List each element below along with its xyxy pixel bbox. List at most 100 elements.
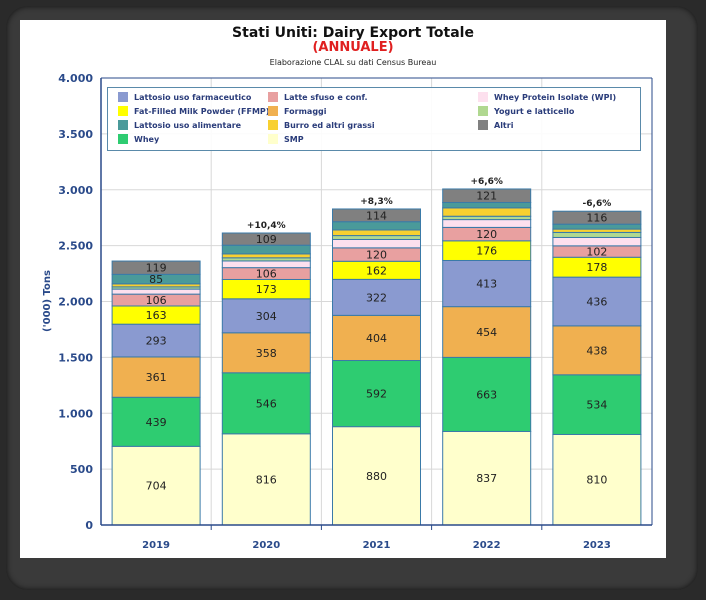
legend-swatch	[268, 120, 278, 130]
data-label: 293	[146, 335, 167, 348]
legend-item: Fat-Filled Milk Powder (FFMP)	[118, 106, 269, 116]
data-label: 162	[366, 264, 387, 277]
legend-item: Yogurt e latticello	[478, 106, 574, 116]
bar-segment	[111, 323, 201, 358]
y-tick-label: 3.500	[58, 128, 93, 141]
bar-segment	[111, 288, 201, 295]
y-tick-label: 1.500	[58, 351, 93, 364]
bar-segment	[221, 244, 311, 255]
bar-segment	[552, 374, 642, 435]
legend-item: Formaggi	[268, 106, 327, 116]
bar-segment	[221, 253, 311, 259]
data-label: 176	[476, 245, 497, 258]
data-label: 534	[586, 399, 607, 412]
data-label: 592	[366, 388, 387, 401]
legend-swatch	[478, 106, 488, 116]
legend-item: Altri	[478, 120, 513, 130]
chart-title: Stati Uniti: Dairy Export Totale	[232, 25, 474, 41]
growth-annotation: -6,6%	[583, 199, 612, 209]
bar-segment	[221, 298, 311, 334]
data-label: 810	[586, 474, 607, 487]
data-label: 404	[366, 332, 387, 345]
data-label: 438	[586, 344, 607, 357]
legend-swatch	[268, 106, 278, 116]
bar-segment	[332, 238, 421, 249]
x-tick-label: 2022	[473, 540, 501, 551]
data-label: 816	[256, 473, 277, 486]
legend-swatch	[268, 92, 278, 102]
bar-segment	[111, 356, 201, 398]
bar-segment	[552, 210, 642, 225]
y-tick-label: 2.500	[58, 240, 93, 253]
growth-annotation: +6,6%	[470, 177, 503, 187]
bar-segment	[442, 215, 532, 221]
data-label: 120	[476, 228, 497, 241]
chart-legend: Lattosio uso farmaceutico Latte sfuso e c…	[107, 87, 641, 151]
data-label: 546	[256, 397, 277, 410]
data-label: 704	[146, 480, 167, 493]
bar-segment	[552, 231, 642, 238]
data-label: 102	[586, 246, 607, 259]
data-label: 106	[256, 268, 277, 281]
data-label: 163	[146, 309, 167, 322]
legend-label: Formaggi	[284, 106, 327, 116]
data-label: 436	[586, 296, 607, 309]
bar-segment	[442, 219, 532, 228]
data-label: 106	[146, 294, 167, 307]
bar-segment	[552, 276, 642, 327]
y-tick-label: 3.000	[58, 184, 93, 197]
legend-item: Lattosio uso alimentare	[118, 120, 241, 130]
legend-label: Altri	[494, 120, 514, 130]
chart-source-note: Elaborazione CLAL su dati Census Bureau	[269, 58, 437, 67]
data-label: 322	[366, 291, 387, 304]
legend-swatch	[478, 120, 488, 130]
legend-label: Lattosio uso farmaceutico	[134, 92, 252, 102]
y-axis-label: ('000) Tons	[42, 270, 53, 332]
bar-segment	[332, 426, 421, 526]
bar-segment	[111, 445, 201, 526]
legend-swatch	[478, 92, 488, 102]
legend-label: Lattosio uso alimentare	[134, 120, 242, 130]
data-label: 304	[256, 310, 277, 323]
bar-segment	[552, 236, 642, 247]
bar-segment	[111, 260, 201, 275]
legend-label: SMP	[284, 134, 304, 144]
data-label: 454	[476, 326, 497, 339]
data-label: 413	[476, 278, 497, 291]
growth-annotation: +8,3%	[360, 197, 393, 207]
legend-item: SMP	[268, 134, 304, 144]
x-tick-label: 2023	[583, 540, 611, 551]
y-tick-label: 1.000	[58, 407, 93, 420]
data-label: 361	[146, 371, 167, 384]
legend-label: Yogurt e latticello	[494, 106, 575, 116]
data-label: 119	[146, 262, 167, 275]
bar-segment	[442, 188, 532, 203]
legend-label: Fat-Filled Milk Powder (FFMP)	[134, 106, 270, 116]
y-tick-label: 2.000	[58, 296, 93, 309]
bar-segment	[442, 259, 532, 308]
legend-swatch	[118, 92, 128, 102]
legend-item: Lattosio uso farmaceutico	[118, 92, 251, 102]
legend-item: Latte sfuso e conf.	[268, 92, 368, 102]
bar-segment	[332, 278, 421, 316]
bar-segment	[442, 201, 532, 209]
data-label: 109	[256, 233, 277, 246]
data-label: 880	[366, 470, 387, 483]
y-tick-label: 500	[70, 463, 93, 476]
legend-item: Whey	[118, 134, 159, 144]
bar-segment	[111, 396, 201, 447]
bar-segment	[442, 306, 532, 358]
data-label: 178	[586, 261, 607, 274]
y-tick-label: 4.000	[58, 72, 93, 85]
data-label: 173	[256, 283, 277, 296]
bar-segment	[332, 235, 421, 240]
bar-segment	[332, 360, 421, 428]
data-label: 116	[586, 212, 607, 225]
bar-segment	[442, 356, 532, 432]
bar-segment	[221, 232, 311, 246]
bar-segment	[332, 229, 421, 237]
legend-label: Latte sfuso e conf.	[284, 92, 368, 102]
bar-segment	[221, 433, 311, 526]
data-label: 439	[146, 416, 167, 429]
